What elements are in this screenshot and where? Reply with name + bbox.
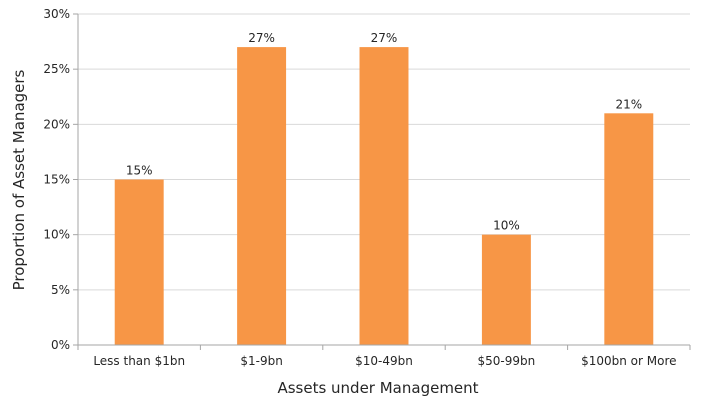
bar — [114, 179, 164, 345]
data-label: 15% — [126, 164, 153, 178]
bar — [237, 47, 287, 345]
bar — [604, 113, 654, 345]
axes — [73, 13, 691, 350]
y-tick-label: 20% — [43, 117, 70, 131]
data-label: 27% — [248, 31, 275, 45]
labels: 0% 5% 10% 15% 20% 25% 30% 15% Less than $1bn 27% $… — [43, 7, 676, 368]
data-label: 21% — [615, 97, 642, 111]
x-tick-label: $1-9bn — [240, 354, 282, 368]
x-axis-title: Assets under Management — [277, 379, 478, 397]
y-tick-label: 0% — [51, 338, 70, 352]
x-tick-label: $10-49bn — [355, 354, 413, 368]
y-tick-label: 5% — [51, 283, 70, 297]
y-tick-label: 10% — [43, 228, 70, 242]
bar — [481, 234, 531, 345]
x-tick-label: Less than $1bn — [93, 354, 185, 368]
data-label: 10% — [493, 219, 520, 233]
y-tick-label: 30% — [43, 7, 70, 21]
bars — [114, 47, 654, 345]
y-tick-label: 25% — [43, 62, 70, 76]
x-tick-label: $50-99bn — [478, 354, 536, 368]
x-tick-label: $100bn or More — [581, 354, 676, 368]
bar — [359, 47, 409, 345]
data-label: 27% — [371, 31, 398, 45]
y-axis-title: Proportion of Asset Managers — [10, 69, 28, 290]
y-tick-label: 15% — [43, 173, 70, 187]
